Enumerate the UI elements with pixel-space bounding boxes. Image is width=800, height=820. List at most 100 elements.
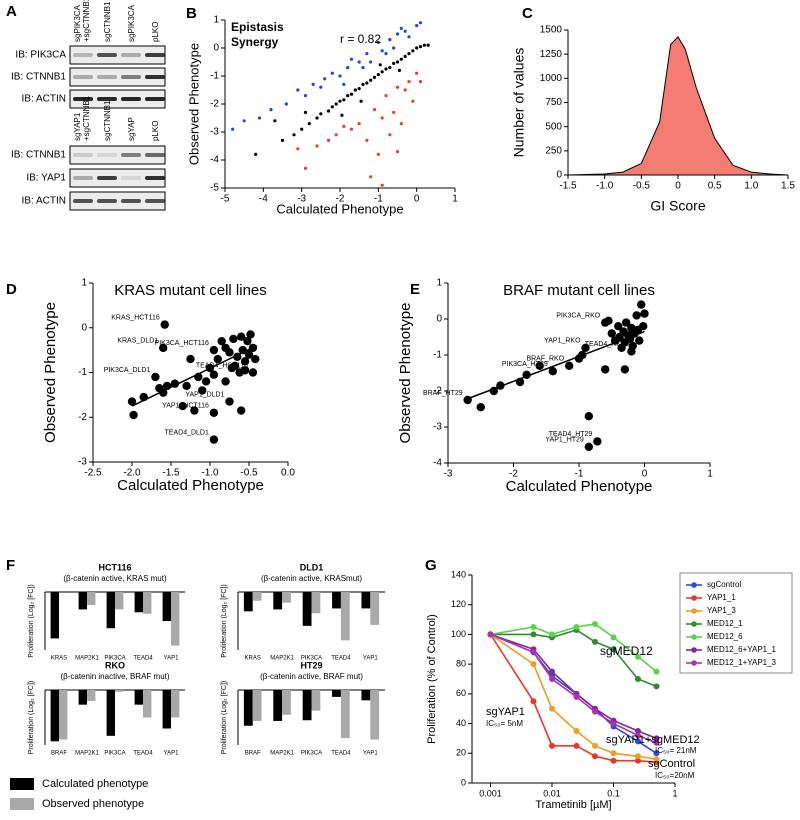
x-axis-label: Calculated Phenotype <box>276 201 403 216</box>
point <box>549 668 556 675</box>
point <box>634 753 641 760</box>
bar <box>252 690 262 721</box>
bar <box>273 690 283 721</box>
x-tick-label: -1 <box>575 469 584 480</box>
point <box>244 350 254 359</box>
point <box>530 661 537 668</box>
bar <box>370 690 380 740</box>
y-tick-label: 1250 <box>540 49 563 60</box>
point <box>357 122 361 126</box>
point <box>280 138 285 142</box>
point-label: BRAF_HT29 <box>423 390 463 397</box>
bar <box>370 592 380 625</box>
y-axis-label: Observed Phenotype <box>397 303 414 444</box>
point <box>296 147 300 151</box>
panel-letter: C <box>522 5 533 22</box>
point <box>388 66 392 70</box>
point <box>530 698 537 705</box>
line <box>490 623 657 673</box>
blot-label: IB: YAP1 <box>26 173 66 184</box>
y-tick-label: 120 <box>451 599 466 609</box>
annotation: IC₅₀=20nM <box>655 771 695 780</box>
x-axis-label: Calculated Phenotype <box>506 478 653 495</box>
bar <box>134 592 143 613</box>
bar <box>106 690 115 736</box>
point <box>349 127 354 131</box>
point <box>246 330 255 339</box>
point <box>372 108 377 112</box>
x-tick-label: PIK3CA <box>301 656 322 662</box>
bar <box>115 592 124 610</box>
point <box>160 320 169 329</box>
point <box>384 94 388 98</box>
y-tick-label: 0 <box>436 314 442 325</box>
point <box>357 87 361 91</box>
point <box>610 750 617 757</box>
point <box>378 63 382 67</box>
point <box>411 49 415 53</box>
point <box>411 99 415 103</box>
point <box>392 110 396 114</box>
point <box>549 676 556 682</box>
point <box>307 122 311 126</box>
panel-letter: F <box>6 557 15 574</box>
point <box>209 408 219 417</box>
y-tick-label: -3 <box>210 127 219 138</box>
point <box>610 720 617 727</box>
x-tick-label: MAP2K1 <box>270 656 294 662</box>
legend-marker <box>691 608 697 614</box>
x-tick-label: 1.5 <box>781 181 795 192</box>
point <box>628 341 637 351</box>
x-tick-label: -1.5 <box>559 181 577 192</box>
point <box>292 133 296 137</box>
point <box>340 113 344 117</box>
y-tick-label: 1 <box>213 15 219 26</box>
point <box>530 649 537 656</box>
x-tick-label: -5 <box>221 194 230 205</box>
y-tick-label: -3 <box>78 457 87 468</box>
y-axis-label: Observed Phenotype <box>42 302 59 443</box>
annotation: IC₅₀= 21nM <box>655 746 697 755</box>
point <box>610 646 617 653</box>
point <box>225 348 234 357</box>
y-tick-label: 750 <box>545 97 562 108</box>
point <box>591 638 598 645</box>
line <box>490 633 657 740</box>
lane-label: sgPIK3CA <box>127 4 136 42</box>
legend-label: Observed phenotype <box>42 798 144 810</box>
bar <box>59 690 68 740</box>
x-tick-label: 0 <box>414 194 420 205</box>
bar <box>361 690 371 701</box>
point <box>369 78 373 82</box>
point <box>653 756 660 763</box>
line <box>490 633 657 744</box>
point <box>403 29 407 33</box>
point <box>564 361 574 370</box>
y-tick-label: -2 <box>433 386 442 397</box>
point <box>584 412 594 421</box>
band <box>73 97 93 101</box>
legend-marker <box>691 647 697 653</box>
bar <box>332 592 341 609</box>
x-axis-label: GI Score <box>650 198 705 214</box>
area <box>567 35 789 176</box>
y-tick-label: 1000 <box>540 73 563 84</box>
band <box>121 176 141 180</box>
point-label: TEAD4_DLD1 <box>165 429 209 436</box>
panel-letter: E <box>410 281 420 298</box>
point <box>607 329 616 338</box>
point <box>399 26 403 30</box>
legend-box <box>679 572 793 674</box>
x-tick-label: BRAF <box>51 751 67 757</box>
point <box>237 332 246 341</box>
point <box>415 46 419 50</box>
point <box>407 35 411 39</box>
point <box>303 94 308 98</box>
point <box>311 82 315 86</box>
band <box>121 153 141 157</box>
legend-marker <box>691 660 697 666</box>
point <box>426 43 430 47</box>
lane-label: sgCTNNB1 <box>103 1 112 42</box>
point <box>240 366 250 375</box>
point <box>338 99 342 103</box>
